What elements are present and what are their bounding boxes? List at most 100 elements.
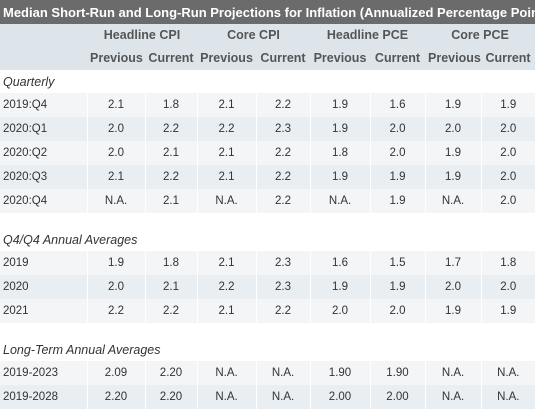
table-cell: 2.1 — [144, 275, 197, 299]
subheader-previous: Previous — [87, 46, 145, 70]
table-cell: 2.2 — [255, 189, 310, 213]
table-cell: N.A. — [424, 385, 481, 409]
table-row: 2019-2028 2.20 2.20 N.A. N.A. 2.00 2.00 … — [0, 385, 535, 409]
table-cell: 2.20 — [144, 361, 197, 385]
group-header-headline-cpi: Headline CPI — [87, 24, 197, 46]
table-cell: 2.0 — [86, 275, 145, 299]
table-cell: 1.9 — [309, 117, 370, 141]
group-header-core-pce: Core PCE — [425, 24, 535, 46]
table-cell: 1.9 — [424, 141, 481, 165]
table-cell: 2.1 — [196, 141, 256, 165]
table-cell: 1.8 — [144, 251, 197, 275]
table-row: 2020:Q3 2.1 2.2 2.1 2.2 1.9 1.9 1.9 2.0 — [0, 165, 535, 189]
table-row: 2021 2.2 2.2 2.1 2.2 2.0 2.0 1.9 1.9 — [0, 299, 535, 323]
table-cell: 1.9 — [369, 275, 425, 299]
table-cell: N.A. — [196, 189, 256, 213]
row-label: 2021 — [0, 299, 87, 323]
row-label: 2019 — [0, 251, 87, 275]
table-cell: N.A. — [424, 361, 481, 385]
subheader-current: Current — [145, 46, 197, 70]
table-cell: 2.2 — [196, 275, 256, 299]
table-cell: 1.9 — [309, 93, 370, 117]
table-cell: 1.6 — [309, 251, 370, 275]
table-cell: 1.9 — [424, 165, 481, 189]
table-row: 2019:Q4 2.1 1.8 2.1 2.2 1.9 1.6 1.9 1.9 — [0, 93, 535, 117]
table-cell: 2.2 — [255, 141, 310, 165]
group-header-headline-pce: Headline PCE — [310, 24, 425, 46]
table-cell: N.A. — [196, 361, 256, 385]
row-label: 2019-2028 — [0, 385, 87, 409]
table-cell: 1.5 — [369, 251, 425, 275]
table-cell: 2.2 — [144, 117, 197, 141]
table-cell: 1.9 — [424, 299, 481, 323]
table-cell: N.A. — [255, 361, 310, 385]
table-cell: 1.9 — [369, 189, 425, 213]
table-cell: 2.2 — [196, 117, 256, 141]
table-cell: 2.0 — [309, 299, 370, 323]
table-cell: N.A. — [86, 189, 145, 213]
table-cell: N.A. — [255, 385, 310, 409]
table-cell: 2.0 — [480, 189, 535, 213]
subheader-previous: Previous — [197, 46, 256, 70]
table-cell: 2.00 — [369, 385, 425, 409]
subheader-current: Current — [256, 46, 310, 70]
row-label: 2020:Q4 — [0, 189, 87, 213]
table-cell: 2.3 — [255, 117, 310, 141]
section-long-term-annual-averages: Long-Term Annual Averages 2019-2023 2.09… — [0, 338, 535, 409]
table-cell: 1.9 — [369, 165, 425, 189]
corner-cell — [0, 24, 87, 46]
table-cell: 1.9 — [309, 275, 370, 299]
table-cell: 2.0 — [369, 141, 425, 165]
table-row: 2020:Q2 2.0 2.1 2.1 2.2 1.8 2.0 1.9 2.0 — [0, 141, 535, 165]
table-cell: 2.1 — [196, 299, 256, 323]
table-cell: 2.0 — [424, 117, 481, 141]
table-row: 2020:Q4 N.A. 2.1 N.A. 2.2 N.A. 1.9 N.A. … — [0, 189, 535, 213]
subheader-previous: Previous — [310, 46, 370, 70]
table-cell: 1.9 — [86, 251, 145, 275]
table-cell: 2.1 — [86, 93, 145, 117]
table-cell: 2.0 — [369, 299, 425, 323]
table-cell: 1.9 — [480, 93, 535, 117]
table-row: 2019-2023 2.09 2.20 N.A. N.A. 1.90 1.90 … — [0, 361, 535, 385]
section-quarterly: Quarterly 2019:Q4 2.1 1.8 2.1 2.2 1.9 1.… — [0, 70, 535, 228]
table-cell: 1.90 — [369, 361, 425, 385]
table-cell: 1.7 — [424, 251, 481, 275]
subheader-current: Current — [370, 46, 425, 70]
table-cell: 2.0 — [480, 117, 535, 141]
table-cell: 2.20 — [86, 385, 145, 409]
table-cell: 2.0 — [86, 141, 145, 165]
table-cell: N.A. — [309, 189, 370, 213]
table-cell: 2.2 — [255, 299, 310, 323]
table-cell: 2.00 — [309, 385, 370, 409]
group-header-core-cpi: Core CPI — [197, 24, 310, 46]
row-label: 2019-2023 — [0, 361, 87, 385]
inflation-projections-table: Median Short-Run and Long-Run Projection… — [0, 0, 535, 409]
table-cell: 2.0 — [424, 275, 481, 299]
section-label: Long-Term Annual Averages — [0, 338, 535, 361]
row-label: 2019:Q4 — [0, 93, 87, 117]
table-cell: 2.2 — [255, 165, 310, 189]
table-cell: 1.8 — [480, 251, 535, 275]
table-cell: N.A. — [480, 361, 535, 385]
table-cell: 2.0 — [480, 165, 535, 189]
table-cell: N.A. — [196, 385, 256, 409]
table-cell: 2.0 — [480, 141, 535, 165]
section-label: Quarterly — [0, 70, 535, 93]
subheader-previous: Previous — [425, 46, 481, 70]
table-cell: 1.9 — [480, 299, 535, 323]
table-title: Median Short-Run and Long-Run Projection… — [0, 0, 535, 24]
table-cell: 2.3 — [255, 275, 310, 299]
table-cell: 1.9 — [309, 165, 370, 189]
table-cell: 2.1 — [196, 165, 256, 189]
table-cell: 2.3 — [255, 251, 310, 275]
row-label: 2020 — [0, 275, 87, 299]
row-label: 2020:Q2 — [0, 141, 87, 165]
table-cell: 2.1 — [196, 93, 256, 117]
table-cell: N.A. — [480, 385, 535, 409]
table-cell: 2.1 — [196, 251, 256, 275]
table-row: 2020:Q1 2.0 2.2 2.2 2.3 1.9 2.0 2.0 2.0 — [0, 117, 535, 141]
row-label: 2020:Q1 — [0, 117, 87, 141]
table-cell: 2.09 — [86, 361, 145, 385]
table-cell: 2.2 — [144, 299, 197, 323]
table-cell: 2.2 — [86, 299, 145, 323]
